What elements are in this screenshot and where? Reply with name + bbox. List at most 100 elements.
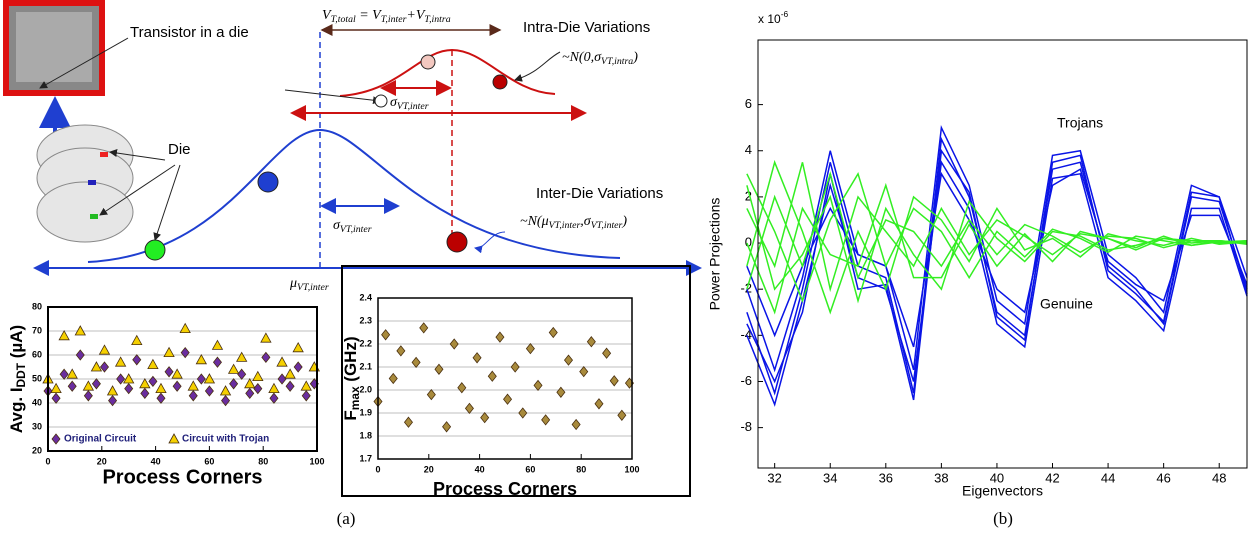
scatter-point xyxy=(195,353,208,365)
scatter-point xyxy=(563,354,574,366)
text-part: (GHz) xyxy=(341,336,360,386)
y-tick-label: 2.3 xyxy=(359,315,372,325)
scatter-point xyxy=(219,385,232,396)
plot-frame xyxy=(47,306,318,452)
scatter-point xyxy=(285,380,295,392)
text-part: +V xyxy=(406,8,425,23)
scatter-point xyxy=(252,370,264,382)
scatter-point xyxy=(227,363,240,374)
scatter-point xyxy=(131,334,143,346)
subscript: DDT xyxy=(14,362,28,387)
scatter-point xyxy=(203,373,216,384)
subscript: VT,inter xyxy=(591,220,623,231)
scatter-point xyxy=(503,393,513,405)
x-tick-label: 42 xyxy=(1045,470,1059,485)
scatter-point xyxy=(301,390,311,402)
scatter-point xyxy=(244,377,256,389)
plot-frame xyxy=(757,39,1248,469)
scatter-point xyxy=(99,361,110,373)
text-part: Avg. I xyxy=(7,387,26,433)
pointer xyxy=(474,231,506,254)
subscript: T,total xyxy=(331,14,356,25)
scatter-point xyxy=(148,375,158,388)
math-label: μVT,inter xyxy=(289,276,329,293)
scatter-point xyxy=(269,392,279,404)
y-tick-label: 1.7 xyxy=(359,453,372,463)
y-tick-label: 1.8 xyxy=(359,430,372,440)
y-tick-label: 30 xyxy=(32,421,42,431)
chart: 1.7 1.8 1.9 2.0 2.1 2.2 2.3 2.4 0 20 40 60 80 100 Proc… xyxy=(341,292,639,498)
intra-curve xyxy=(339,48,556,97)
math-label: VT,total = VT,inter+VT,intra xyxy=(322,8,451,25)
y-tick-label: -6 xyxy=(740,373,752,388)
pointer xyxy=(109,149,166,161)
y-tick-label: 0 xyxy=(745,234,752,249)
scatter-point xyxy=(403,416,413,428)
legend-marker xyxy=(168,433,180,444)
text-part: (µA) xyxy=(7,325,26,363)
pointer xyxy=(514,51,561,82)
y-tick-label: 60 xyxy=(32,349,42,359)
scatter-point xyxy=(171,368,183,379)
x-tick-label: 60 xyxy=(204,456,214,466)
text-part: ) xyxy=(621,214,627,229)
scatter-point xyxy=(510,361,520,373)
y-tick-label: 2 xyxy=(745,188,752,203)
scatter-point xyxy=(123,373,135,384)
scatter-point xyxy=(124,382,134,395)
scatter-point xyxy=(221,394,231,407)
scatter-point xyxy=(293,361,303,373)
scatter-point xyxy=(533,379,543,392)
x-axis-title: Process Corners xyxy=(102,466,262,488)
y-tick-label: 80 xyxy=(32,301,42,311)
scatter-point xyxy=(196,373,206,385)
scatter-point xyxy=(480,411,490,424)
transistor-point xyxy=(374,94,388,108)
x-axis-title: Process Corners xyxy=(433,479,577,499)
scatter-point xyxy=(381,329,391,341)
scatter-point xyxy=(541,414,551,426)
y-tick-label: -2 xyxy=(740,281,752,296)
y-tick-label: 6 xyxy=(745,96,752,111)
scatter-point xyxy=(164,366,174,378)
caption: (a) xyxy=(337,509,356,528)
scatter-point xyxy=(457,382,467,394)
y-tick-label: 2.0 xyxy=(359,384,372,394)
pointer xyxy=(284,89,381,105)
scatter-point xyxy=(108,394,118,407)
series-line xyxy=(746,136,1248,396)
diagram-label: Transistor in a die xyxy=(130,24,249,41)
text-part: ~N(0,σ xyxy=(562,50,602,65)
series-line xyxy=(746,171,1248,303)
subscript: max xyxy=(348,386,362,410)
math-label: ~N(μVT,inter,σVT,inter) xyxy=(520,214,627,231)
diagram-label: Intra-Die Variations xyxy=(523,19,650,36)
scatter-point xyxy=(82,380,95,391)
y-tick-label: 2.1 xyxy=(359,361,372,371)
x-axis-title: Eigenvectors xyxy=(962,483,1043,499)
x-tick-label: 34 xyxy=(823,470,837,485)
pointer xyxy=(99,164,176,216)
scatter-point xyxy=(571,418,581,431)
scatter-point xyxy=(132,354,142,366)
scatter-point xyxy=(586,336,596,348)
scatter-point xyxy=(487,370,497,382)
diagram: Transistor in a die Die Intra-Die Variat… xyxy=(3,0,702,293)
y-tick-label: 50 xyxy=(32,373,42,383)
plot-area xyxy=(378,298,632,459)
x-tick-label: 46 xyxy=(1156,470,1170,485)
x-tick-label: 20 xyxy=(97,456,107,466)
y-tick-label: 70 xyxy=(32,325,42,335)
x-tick-label: 38 xyxy=(934,470,948,485)
text-part: σ xyxy=(333,218,341,233)
series-line xyxy=(746,160,1248,407)
scatter-point xyxy=(106,385,119,396)
y-tick-label: 4 xyxy=(745,142,752,157)
subscript: VT,inter xyxy=(397,101,429,112)
axis-exponent: x 10-6 xyxy=(758,9,788,26)
scatter-point xyxy=(236,351,248,362)
y-tick-label: 20 xyxy=(32,445,42,455)
die-mark xyxy=(88,180,96,185)
legend-marker xyxy=(51,433,61,445)
